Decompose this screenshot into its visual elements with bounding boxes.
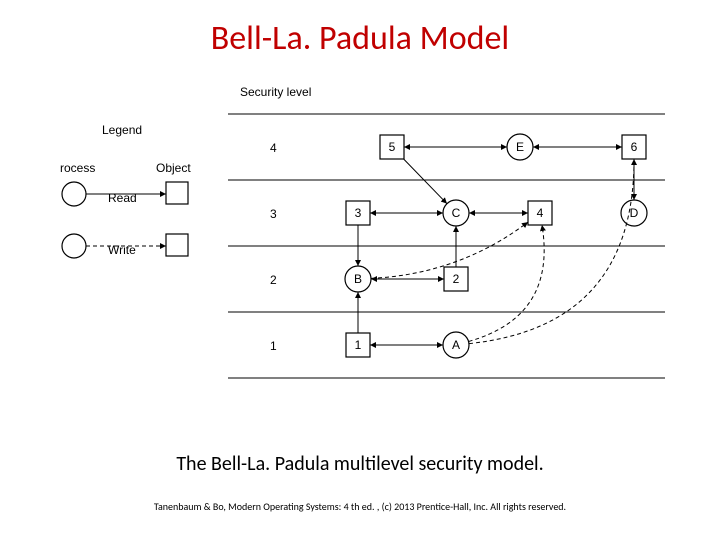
diagram-svg: Security level Legend Process Object Read Wri… xyxy=(60,82,665,412)
process-label: Process xyxy=(60,161,95,175)
node-label: 5 xyxy=(389,140,396,154)
level-number: 1 xyxy=(270,339,277,353)
node-label: C xyxy=(452,206,461,220)
node-label: E xyxy=(516,140,524,154)
node-label: 4 xyxy=(537,206,544,220)
node-label: A xyxy=(452,338,460,352)
node-label: 3 xyxy=(355,206,362,220)
slide-title: Bell-La. Padula Model xyxy=(0,18,720,59)
diagram-area: Security level Legend Process Object Read Wri… xyxy=(60,82,665,412)
edge xyxy=(371,222,528,278)
edge xyxy=(469,159,634,344)
edge xyxy=(404,159,447,204)
legend-label: Legend xyxy=(102,123,142,137)
header-label: Security level xyxy=(240,85,311,99)
legend-process-circle xyxy=(62,182,86,206)
level-number: 4 xyxy=(270,141,277,155)
node-label: 2 xyxy=(453,272,460,286)
object-label: Object xyxy=(156,161,191,175)
level-number: 2 xyxy=(270,273,277,287)
caption: The Bell-La. Padula multilevel security … xyxy=(0,452,720,476)
legend-write-square xyxy=(166,234,188,256)
edge xyxy=(469,225,545,341)
node-label: 6 xyxy=(631,140,638,154)
write-label: Write xyxy=(108,243,136,257)
read-label: Read xyxy=(108,191,137,205)
level-number: 3 xyxy=(270,207,277,221)
node-label: B xyxy=(354,272,362,286)
slide: Bell-La. Padula Model The Bell-La. Padul… xyxy=(0,0,720,540)
footer-text: Tanenbaum & Bo, Modern Operating Systems… xyxy=(0,500,720,513)
node-label: 1 xyxy=(355,338,362,352)
node-label: D xyxy=(630,206,639,220)
legend-object-square xyxy=(166,182,188,204)
legend-write-circle xyxy=(62,234,86,258)
